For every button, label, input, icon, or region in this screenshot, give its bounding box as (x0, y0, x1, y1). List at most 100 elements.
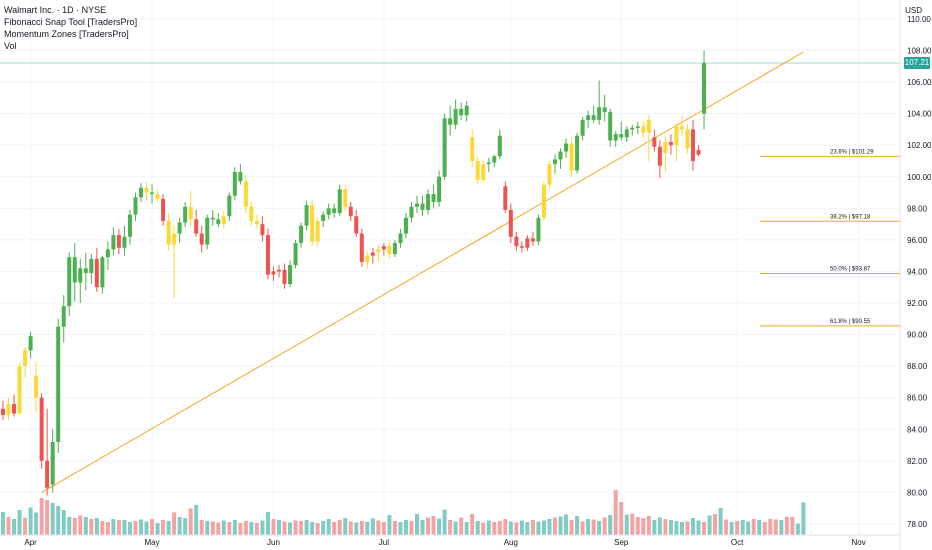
fib-level-label: 23.6% | $101.29 (830, 149, 874, 155)
candle-body (459, 108, 464, 116)
volume-bar (265, 512, 270, 535)
volume-bar (453, 521, 458, 535)
time-tick-label: Apr (24, 538, 37, 547)
volume-bar (519, 520, 524, 535)
fibonacci-levels: 23.6% | $101.29 38.2% | $97.18 50.0% | $93… (0, 62, 900, 327)
volume-bar (415, 514, 419, 535)
volume-bar (315, 523, 320, 535)
indicator-volume[interactable]: Vol (4, 41, 17, 51)
volume-bar (210, 521, 215, 535)
candle-body (641, 126, 646, 133)
candle-body (492, 156, 497, 163)
candle-body (514, 236, 519, 247)
volume-bar (707, 515, 712, 535)
candle-body (448, 118, 453, 125)
volume-bar (492, 522, 497, 535)
price-tick-label: 98.00 (907, 204, 928, 213)
volume-bar (674, 521, 679, 535)
time-axis[interactable]: Apr May Jun Jul Aug Sep Oct Nov (0, 534, 900, 547)
candle-body (155, 194, 160, 199)
candle-body (679, 126, 684, 130)
volume-bar (299, 521, 304, 535)
candle-body (564, 143, 569, 152)
candle-body (133, 197, 138, 215)
volume-bar (597, 521, 602, 535)
volume-bar (254, 523, 259, 535)
volume-bar (481, 522, 486, 535)
candle-body (310, 205, 315, 242)
volume-bar (45, 500, 50, 535)
volume-bar (139, 519, 143, 535)
volume-bar (635, 517, 640, 535)
volume-bar (608, 515, 613, 535)
volume-bar (403, 520, 408, 535)
candle-body (398, 233, 403, 244)
candle-body (254, 220, 259, 225)
volume-bar (155, 523, 160, 535)
volume-bar (326, 519, 331, 535)
candle-body (409, 206, 414, 218)
candle-body (519, 246, 524, 248)
candle-body (497, 135, 502, 157)
volume-bar (624, 514, 629, 535)
candle-body (6, 404, 11, 416)
currency-label[interactable]: USD (905, 6, 922, 15)
candle-body (663, 142, 668, 154)
candle-body (205, 217, 210, 245)
volume-bar (28, 507, 33, 535)
candle-body (486, 162, 491, 165)
candlesticks (1, 50, 707, 496)
indicator-momentum[interactable]: Momentum Zones [TradersPro] (4, 29, 129, 39)
volume-bar (679, 522, 684, 535)
candle-body (194, 219, 199, 234)
candle-body (481, 164, 486, 180)
volume-bar (6, 517, 11, 535)
candle-body (39, 397, 44, 461)
candle-body (608, 112, 613, 141)
candle-body (442, 118, 447, 177)
time-tick-label: Jul (379, 538, 389, 547)
volume-bar (111, 519, 116, 535)
candle-body (34, 375, 39, 398)
volume-bar (343, 518, 348, 535)
candle-body (392, 243, 397, 255)
volume-bar (67, 517, 72, 535)
volume-bar (420, 520, 425, 535)
volume-bar (100, 521, 105, 535)
candle-body (503, 186, 508, 210)
volume-bar (486, 520, 491, 535)
volume-bar (790, 517, 795, 535)
volume-bar (381, 522, 386, 535)
volume-bar (370, 518, 375, 535)
volume-bar (442, 509, 447, 535)
trendline[interactable] (41, 51, 804, 493)
volume-bar (657, 517, 662, 535)
volume-bar (762, 522, 767, 535)
volume-bar (172, 512, 177, 535)
volume-bar (161, 520, 166, 535)
candle-body (188, 206, 193, 220)
candle-body (464, 105, 469, 116)
volume-bar (50, 503, 55, 535)
candle-body (1, 408, 5, 416)
volume-bar (426, 517, 431, 535)
volume-bar (580, 521, 585, 535)
volume-bar (23, 518, 28, 535)
candle-body (696, 149, 701, 155)
price-tick-label: 94.00 (907, 267, 928, 276)
volume-bar (779, 520, 784, 535)
price-axis[interactable]: 78.00 80.00 82.00 84.00 86.00 88.00 90.00 92.00… (899, 0, 932, 550)
candle-body (265, 235, 270, 275)
candle-body (172, 233, 177, 245)
price-tick-label: 82.00 (907, 457, 928, 466)
candle-body (232, 172, 237, 196)
candle-body (238, 172, 243, 182)
volume-bar (17, 510, 22, 535)
price-tick-label: 102.00 (907, 141, 932, 150)
indicator-fibonacci[interactable]: Fibonacci Snap Tool [TradersPro] (4, 17, 138, 27)
symbol-title[interactable]: Walmart Inc. · 1D · NYSE (4, 5, 107, 15)
candle-body (657, 146, 662, 166)
volume-bar (122, 520, 127, 535)
price-tick-label: 106.00 (907, 78, 932, 87)
